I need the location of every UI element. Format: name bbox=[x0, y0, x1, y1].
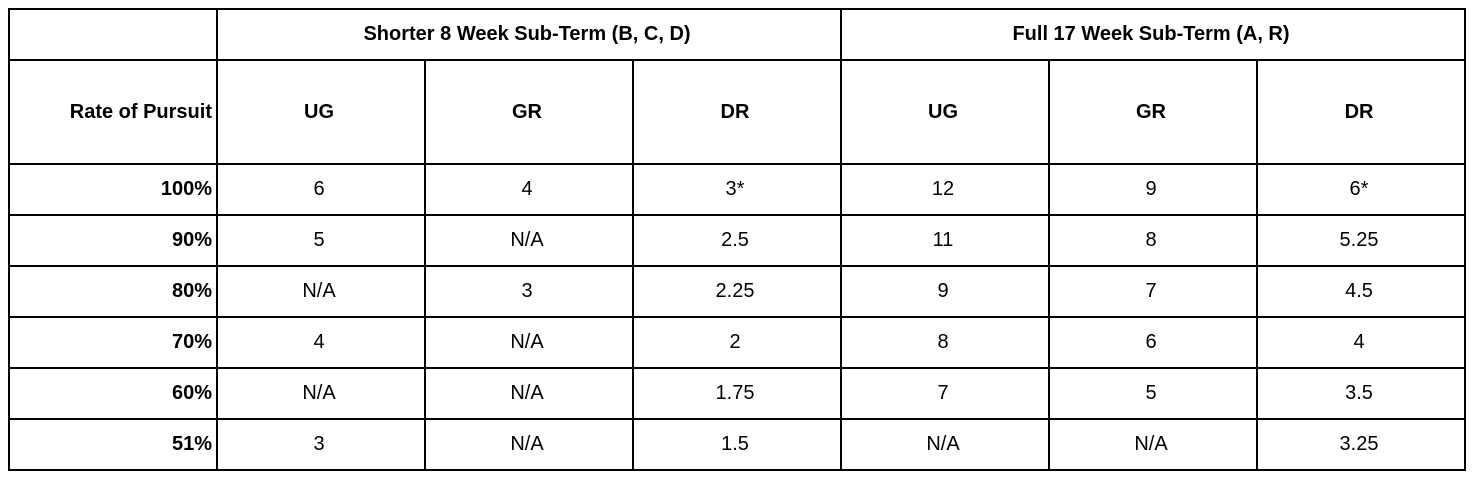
value-cell: 9 bbox=[1048, 163, 1258, 216]
data-row: 51% 3 N/A 1.5 N/A N/A 3.25 bbox=[8, 418, 1467, 471]
value-cell: N/A bbox=[424, 214, 634, 267]
data-row: 70% 4 N/A 2 8 6 4 bbox=[8, 316, 1467, 369]
value-cell: 3 bbox=[216, 418, 426, 471]
group-header: Full 17 Week Sub-Term (A, R) bbox=[839, 8, 1467, 61]
value-cell: N/A bbox=[216, 265, 426, 318]
data-row: 60% N/A N/A 1.75 7 5 3.5 bbox=[8, 367, 1467, 420]
value-cell: N/A bbox=[1048, 418, 1258, 471]
value-cell: N/A bbox=[840, 418, 1050, 471]
value-cell: 5.25 bbox=[1255, 214, 1467, 267]
value-cell: 4 bbox=[1255, 316, 1467, 369]
data-row: 80% N/A 3 2.25 9 7 4.5 bbox=[8, 265, 1467, 318]
value-cell: 11 bbox=[840, 214, 1050, 267]
data-row: 100% 6 4 3* 12 9 6* bbox=[8, 163, 1467, 216]
rate-cell: 90% bbox=[8, 214, 218, 267]
subheader-row: Rate of Pursuit UG GR DR UG GR DR bbox=[8, 59, 1467, 165]
group-header: Shorter 8 Week Sub-Term (B, C, D) bbox=[216, 8, 842, 61]
column-header: DR bbox=[1255, 59, 1467, 165]
value-cell: 5 bbox=[1048, 367, 1258, 420]
value-cell: 3.5 bbox=[1255, 367, 1467, 420]
rate-cell: 60% bbox=[8, 367, 218, 420]
column-header: UG bbox=[840, 59, 1050, 165]
corner-cell bbox=[8, 8, 218, 61]
value-cell: 4 bbox=[216, 316, 426, 369]
value-cell: 3.25 bbox=[1255, 418, 1467, 471]
column-header: UG bbox=[216, 59, 426, 165]
rate-cell: 100% bbox=[8, 163, 218, 216]
value-cell: 8 bbox=[840, 316, 1050, 369]
value-cell: 2.25 bbox=[632, 265, 842, 318]
value-cell: 7 bbox=[1048, 265, 1258, 318]
value-cell: 6 bbox=[1048, 316, 1258, 369]
value-cell: 12 bbox=[840, 163, 1050, 216]
value-cell: 1.5 bbox=[632, 418, 842, 471]
rate-table: Shorter 8 Week Sub-Term (B, C, D) Full 17… bbox=[8, 8, 1467, 471]
value-cell: N/A bbox=[424, 367, 634, 420]
value-cell: 2 bbox=[632, 316, 842, 369]
value-cell: 5 bbox=[216, 214, 426, 267]
value-cell: 2.5 bbox=[632, 214, 842, 267]
rate-cell: 80% bbox=[8, 265, 218, 318]
value-cell: 6* bbox=[1255, 163, 1467, 216]
row-header: Rate of Pursuit bbox=[8, 59, 218, 165]
column-header: DR bbox=[632, 59, 842, 165]
value-cell: 6 bbox=[216, 163, 426, 216]
column-header: GR bbox=[1048, 59, 1258, 165]
value-cell: 7 bbox=[840, 367, 1050, 420]
value-cell: N/A bbox=[216, 367, 426, 420]
value-cell: 4 bbox=[424, 163, 634, 216]
header-row: Shorter 8 Week Sub-Term (B, C, D) Full 17… bbox=[8, 8, 1467, 61]
data-row: 90% 5 N/A 2.5 11 8 5.25 bbox=[8, 214, 1467, 267]
value-cell: 8 bbox=[1048, 214, 1258, 267]
value-cell: N/A bbox=[424, 316, 634, 369]
rate-cell: 70% bbox=[8, 316, 218, 369]
value-cell: 1.75 bbox=[632, 367, 842, 420]
value-cell: N/A bbox=[424, 418, 634, 471]
value-cell: 4.5 bbox=[1255, 265, 1467, 318]
value-cell: 9 bbox=[840, 265, 1050, 318]
rate-cell: 51% bbox=[8, 418, 218, 471]
table-container: Shorter 8 Week Sub-Term (B, C, D) Full 17… bbox=[8, 8, 1467, 471]
value-cell: 3 bbox=[424, 265, 634, 318]
value-cell: 3* bbox=[632, 163, 842, 216]
column-header: GR bbox=[424, 59, 634, 165]
